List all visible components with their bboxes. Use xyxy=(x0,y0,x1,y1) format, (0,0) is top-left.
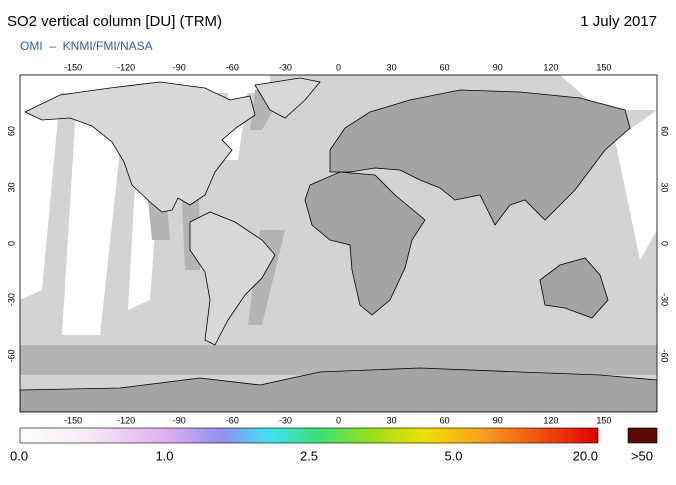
lon-label-top: 0 xyxy=(336,62,341,72)
lon-label-bottom: -30 xyxy=(279,415,292,425)
lat-label-left: 30 xyxy=(6,182,16,192)
lon-label-top: -90 xyxy=(173,62,186,72)
lon-label-top: -60 xyxy=(226,62,239,72)
lat-label-left: 0 xyxy=(6,241,16,246)
lat-label-left: 60 xyxy=(6,126,16,136)
source: OMI – KNMI/FMI/NASA xyxy=(20,39,153,53)
lon-label-top: -150 xyxy=(64,62,82,72)
colorbar-label: 1.0 xyxy=(155,448,173,463)
lon-label-top: 60 xyxy=(440,62,450,72)
lon-label-bottom: 120 xyxy=(543,415,558,425)
colorbar-over-label: >50 xyxy=(631,448,653,463)
lon-label-top: 30 xyxy=(387,62,397,72)
colorbar xyxy=(19,427,599,444)
lon-label-top: 90 xyxy=(493,62,503,72)
eurasia xyxy=(329,89,631,226)
map-frame xyxy=(19,74,658,413)
lon-label-bottom: 150 xyxy=(596,415,611,425)
australia xyxy=(539,257,609,319)
north-america xyxy=(24,81,256,213)
lon-label-top: 150 xyxy=(596,62,611,72)
lon-label-top: -120 xyxy=(117,62,135,72)
colorbar-label: 20.0 xyxy=(573,448,598,463)
colorbar-label: 2.5 xyxy=(300,448,318,463)
lat-label-right: 0 xyxy=(660,241,670,246)
lon-label-bottom: 60 xyxy=(440,415,450,425)
lat-label-right: -30 xyxy=(660,293,670,306)
africa xyxy=(304,171,426,316)
lat-label-right: -60 xyxy=(660,349,670,362)
lon-label-bottom: -60 xyxy=(226,415,239,425)
colorbar-label: 0.0 xyxy=(10,448,28,463)
colorbar-label: 5.0 xyxy=(444,448,462,463)
colorbar-over xyxy=(627,427,658,444)
lon-label-bottom: 30 xyxy=(387,415,397,425)
south-america xyxy=(189,211,276,346)
lon-label-bottom: -120 xyxy=(117,415,135,425)
title: SO2 vertical column [DU] (TRM) xyxy=(7,13,222,30)
no-data-swaths xyxy=(20,75,657,335)
lon-label-top: 120 xyxy=(543,62,558,72)
lat-label-right: 30 xyxy=(660,182,670,192)
map xyxy=(20,75,657,412)
lat-label-left: -60 xyxy=(6,349,16,362)
lat-label-left: -30 xyxy=(6,293,16,306)
lat-label-right: 60 xyxy=(660,126,670,136)
date: 1 July 2017 xyxy=(580,13,657,30)
lon-label-bottom: -150 xyxy=(64,415,82,425)
lon-label-bottom: 90 xyxy=(493,415,503,425)
coastlines xyxy=(20,77,657,412)
antarctica xyxy=(20,367,657,412)
greenland xyxy=(254,77,321,119)
lon-label-bottom: 0 xyxy=(336,415,341,425)
lon-label-bottom: -90 xyxy=(173,415,186,425)
lon-label-top: -30 xyxy=(279,62,292,72)
